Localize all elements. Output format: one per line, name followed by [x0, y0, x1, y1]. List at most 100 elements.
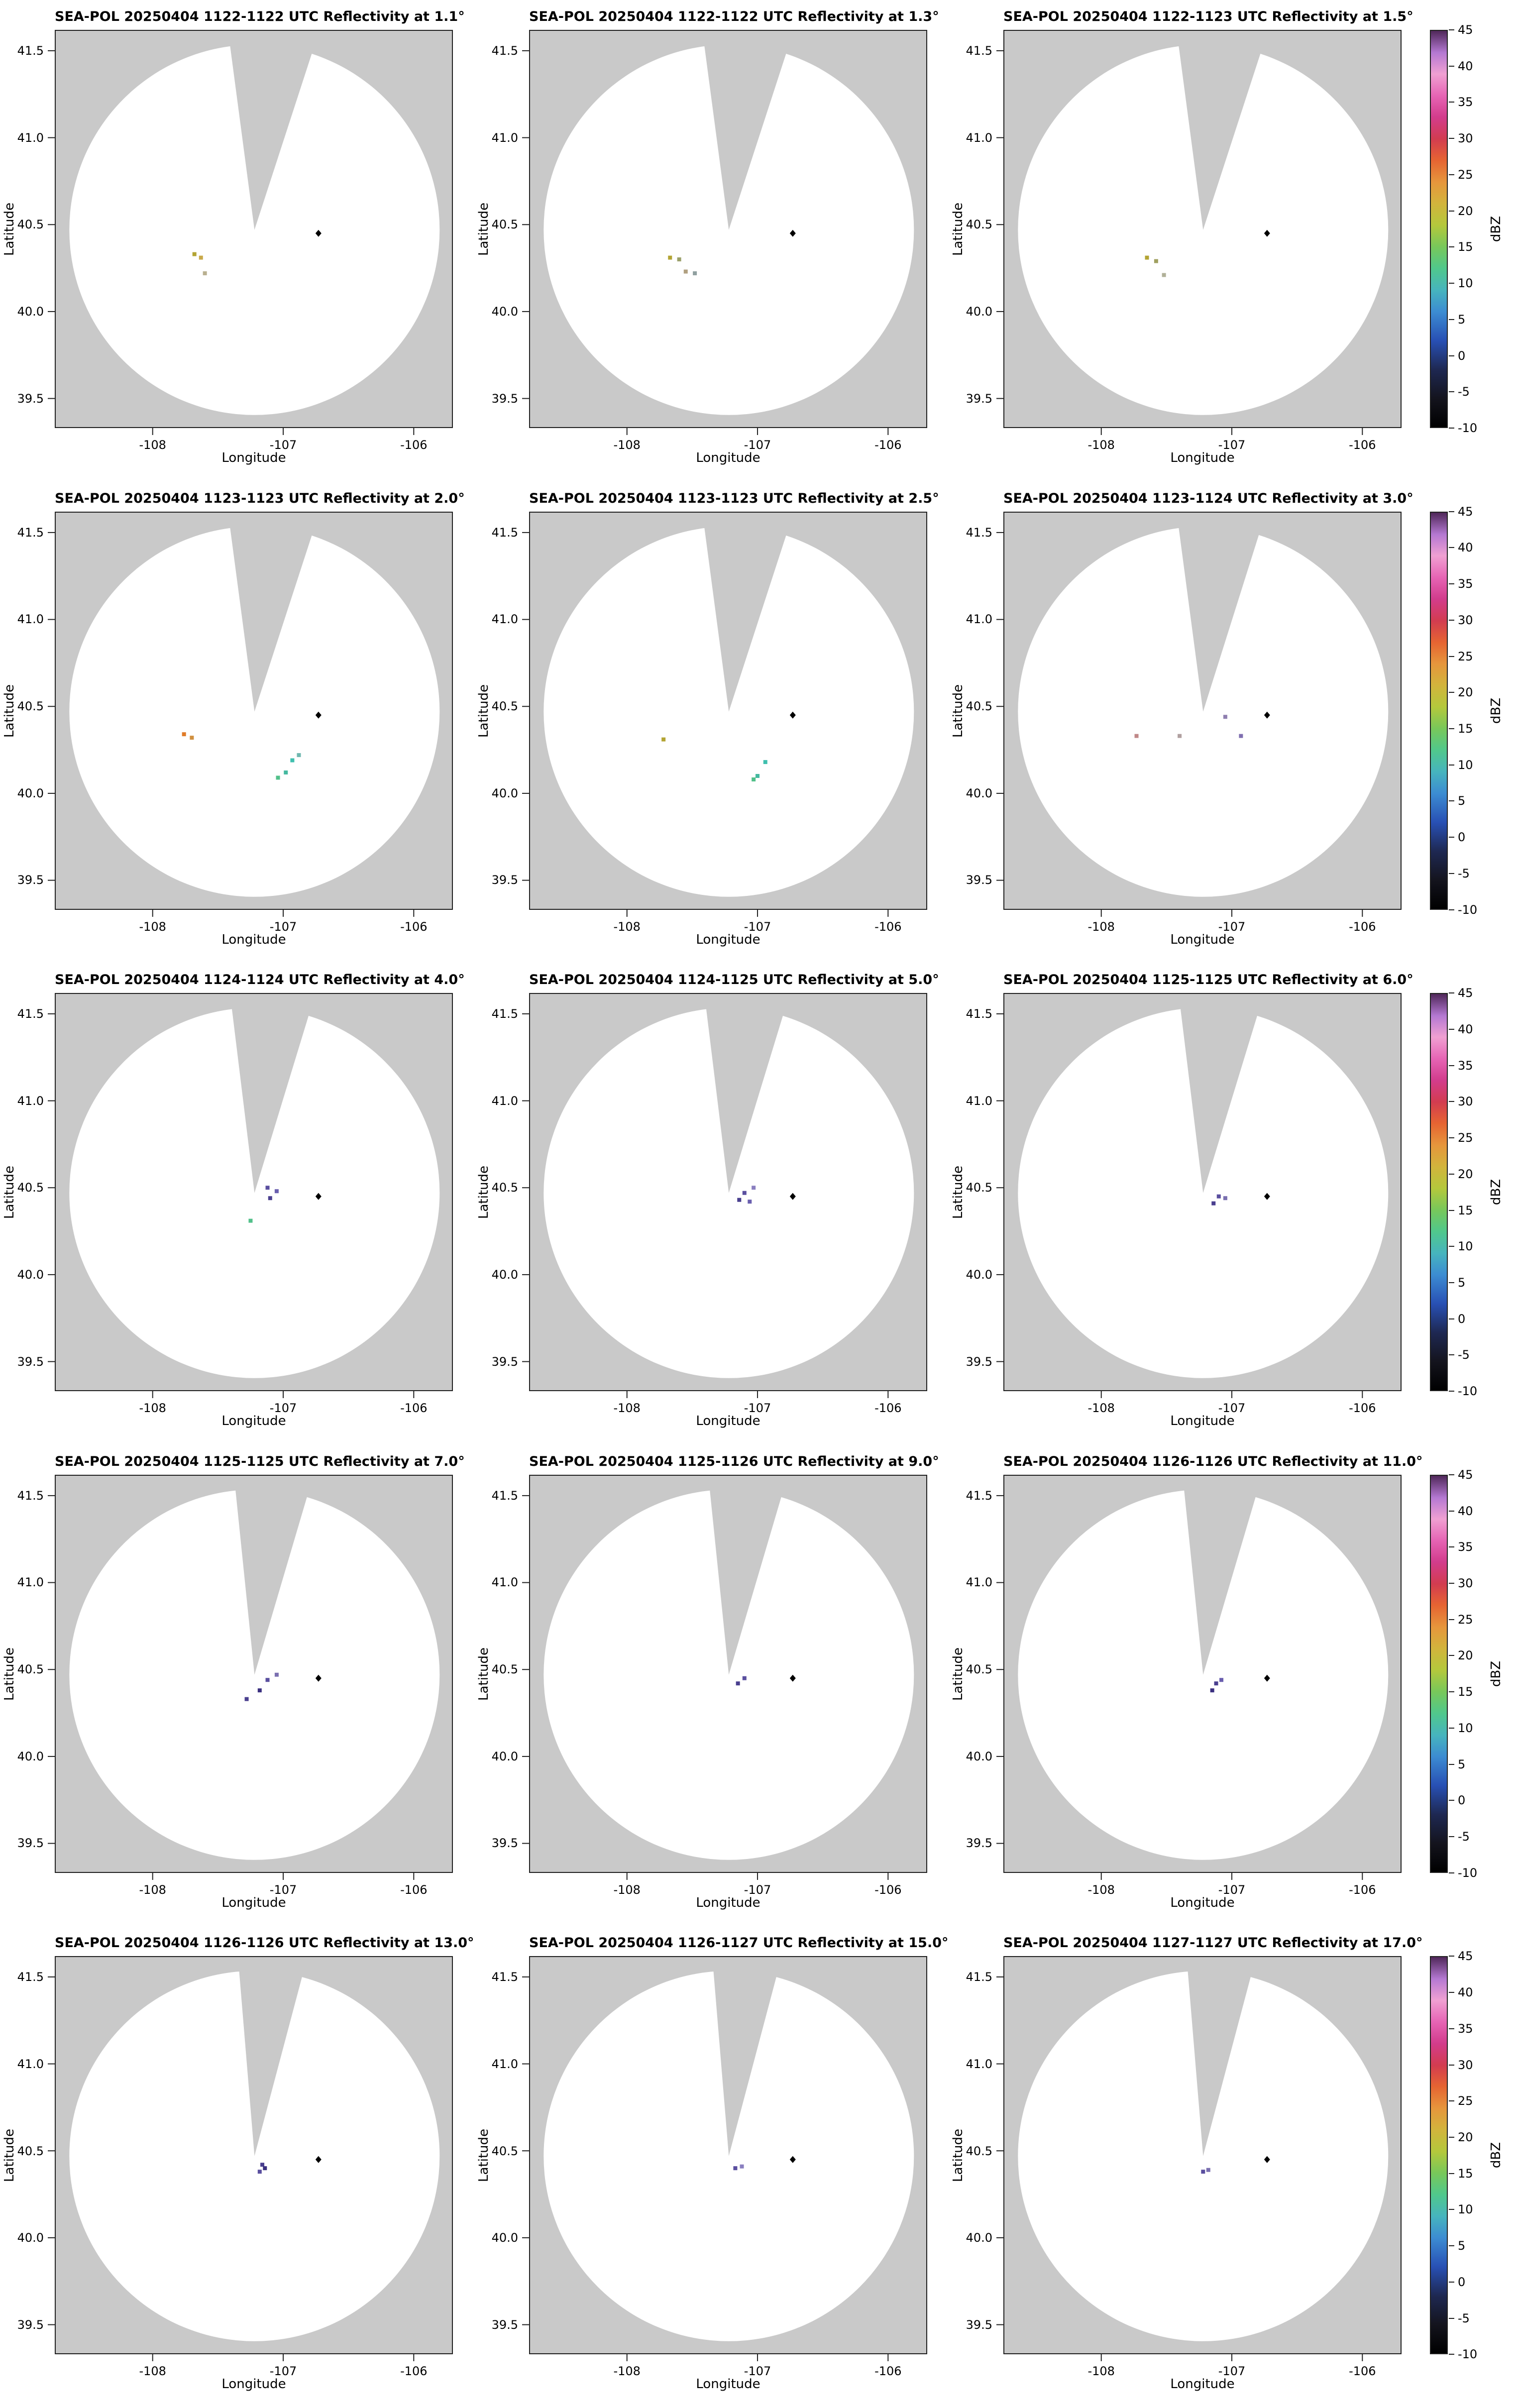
colorbar-column: dBZ 45 40 35 30 25 20 15 10 5 0 -5 -10	[1423, 0, 1517, 482]
x-tick-label: -108	[139, 438, 166, 452]
colorbar-tick-label: 0	[1458, 2275, 1466, 2289]
panel-title: SEA-POL 20250404 1127-1127 UTC Reflectiv…	[1003, 1935, 1423, 1951]
figure-row: SEA-POL 20250404 1122-1122 UTC Reflectiv…	[0, 0, 1517, 482]
x-tick-label: -107	[744, 919, 771, 934]
x-tick-label: -107	[269, 1401, 297, 1416]
colorbar-tick-label: 20	[1458, 2130, 1473, 2144]
echo-pixel	[683, 269, 688, 274]
colorbar-tick-mark	[1449, 1763, 1454, 1765]
panel-title: SEA-POL 20250404 1126-1126 UTC Reflectiv…	[1003, 1453, 1423, 1469]
colorbar-tick-mark	[1449, 2281, 1454, 2283]
radar-plot	[996, 993, 1402, 1399]
colorbar-tick-label: 30	[1458, 2058, 1473, 2072]
plot-area: -108 -107 -106 41.5 41.0 40.5 40.0 39.5	[492, 30, 927, 452]
radar-coverage-circle	[543, 44, 914, 415]
colorbar-tick-label: 0	[1458, 1312, 1466, 1326]
colorbar-tick-label: 35	[1458, 1058, 1473, 1073]
y-tick-label: 39.5	[17, 391, 44, 406]
echo-pixel	[1145, 255, 1149, 260]
site-marker	[1264, 711, 1270, 719]
y-tick-label: 40.0	[966, 1268, 992, 1282]
y-axis-label: Latitude	[951, 202, 966, 256]
radar-coverage-circle	[543, 526, 914, 897]
colorbar-tick-label: -10	[1458, 1384, 1478, 1399]
colorbar-tick-label: 0	[1458, 348, 1466, 363]
colorbar-tick-mark	[1449, 65, 1454, 67]
echo-pixel	[1206, 2168, 1210, 2173]
blocked-sector-wedge	[1183, 1474, 1262, 1675]
x-axis-label: Longitude	[696, 1895, 760, 1910]
colorbar-tick-label: 45	[1458, 1949, 1473, 1964]
y-tick-label: 39.5	[491, 391, 518, 406]
plot-area: -108 -107 -106 41.5 41.0 40.5 40.0 39.5	[17, 1956, 453, 2378]
y-tick-label: 41.5	[491, 525, 518, 540]
x-tick-label: -106	[1349, 438, 1376, 452]
x-tick-label: -107	[744, 1882, 771, 1897]
radar-panel: SEA-POL 20250404 1126-1126 UTC Reflectiv…	[949, 1445, 1423, 1927]
x-tick-label: -108	[1087, 2364, 1115, 2379]
echo-pixel	[1210, 1688, 1214, 1692]
axes-border	[1003, 1956, 1402, 2355]
colorbar-tick-mark	[1449, 1582, 1454, 1584]
colorbar-column: dBZ 45 40 35 30 25 20 15 10 5 0 -5 -10	[1423, 963, 1517, 1445]
axes-border	[529, 30, 927, 428]
x-tick-label: -106	[874, 1401, 902, 1416]
x-tick-label: -107	[269, 1882, 297, 1897]
plot-area: -108 -107 -106 41.5 41.0 40.5 40.0 39.5	[17, 30, 453, 452]
radar-panel: SEA-POL 20250404 1125-1125 UTC Reflectiv…	[949, 963, 1423, 1445]
y-tick-label: 40.0	[966, 786, 992, 800]
y-tick-label: 39.5	[966, 391, 992, 406]
echo-pixel	[257, 1688, 262, 1692]
x-tick-label: -107	[744, 1401, 771, 1416]
echo-pixel	[265, 1186, 270, 1190]
radar-panel: SEA-POL 20250404 1122-1122 UTC Reflectiv…	[0, 0, 474, 482]
radar-panel: SEA-POL 20250404 1123-1123 UTC Reflectiv…	[474, 482, 949, 964]
blocked-sector-wedge	[708, 1474, 788, 1675]
y-tick-label: 40.5	[17, 699, 44, 713]
y-tick-label: 39.5	[966, 1836, 992, 1851]
colorbar-tick-mark	[1449, 909, 1454, 910]
x-tick-label: -107	[1218, 2364, 1246, 2379]
echo-pixel	[192, 252, 197, 256]
echo-pixel	[677, 257, 681, 262]
y-tick-label: 41.5	[966, 1970, 992, 1984]
x-axis-label: Longitude	[221, 450, 286, 465]
x-tick-label: -108	[613, 2364, 641, 2379]
echo-pixel	[290, 758, 295, 763]
colorbar-tick-mark	[1449, 837, 1454, 838]
x-axis-label: Longitude	[221, 1414, 286, 1429]
colorbar-tick-mark	[1449, 2245, 1454, 2247]
colorbar-gradient	[1430, 993, 1448, 1392]
colorbar-tick-label: 15	[1458, 1203, 1473, 1217]
axes-border	[1003, 30, 1402, 428]
colorbar-tick-label: 40	[1458, 1022, 1473, 1036]
colorbar-tick-label: 10	[1458, 1721, 1473, 1735]
plot-area: -108 -107 -106 41.5 41.0 40.5 40.0 39.5	[492, 1956, 927, 2378]
radar-coverage-circle	[543, 1007, 914, 1378]
colorbar-tick-mark	[1449, 1101, 1454, 1102]
x-tick-label: -107	[269, 919, 297, 934]
colorbar-tick-mark	[1449, 511, 1454, 512]
plot-area: -108 -107 -106 41.5 41.0 40.5 40.0 39.5	[966, 511, 1402, 934]
x-tick-label: -106	[400, 1882, 428, 1897]
y-tick-label: 40.0	[17, 1268, 44, 1282]
echo-pixel	[244, 1697, 249, 1701]
panel-title: SEA-POL 20250404 1122-1122 UTC Reflectiv…	[529, 9, 939, 24]
colorbar-tick-label: 30	[1458, 1095, 1473, 1109]
y-axis-label: Latitude	[476, 202, 491, 256]
colorbar-tick-mark	[1449, 1655, 1454, 1656]
y-tick-label: 41.5	[17, 1007, 44, 1021]
echo-pixel	[1162, 273, 1166, 277]
figure-row: SEA-POL 20250404 1126-1126 UTC Reflectiv…	[0, 1926, 1517, 2408]
x-tick-label: -108	[139, 1401, 166, 1416]
axes-border	[529, 993, 927, 1392]
x-tick-label: -108	[1087, 919, 1115, 934]
x-tick-label: -108	[139, 919, 166, 934]
colorbar-tick-label: 5	[1458, 794, 1466, 808]
y-tick-label: 41.5	[966, 43, 992, 58]
colorbar-tick-label: -5	[1458, 1830, 1470, 1844]
y-tick-label: 40.5	[966, 699, 992, 713]
echo-pixel	[763, 760, 767, 764]
colorbar-column: dBZ 45 40 35 30 25 20 15 10 5 0 -5 -10	[1423, 1445, 1517, 1927]
echo-pixel	[248, 1218, 253, 1223]
